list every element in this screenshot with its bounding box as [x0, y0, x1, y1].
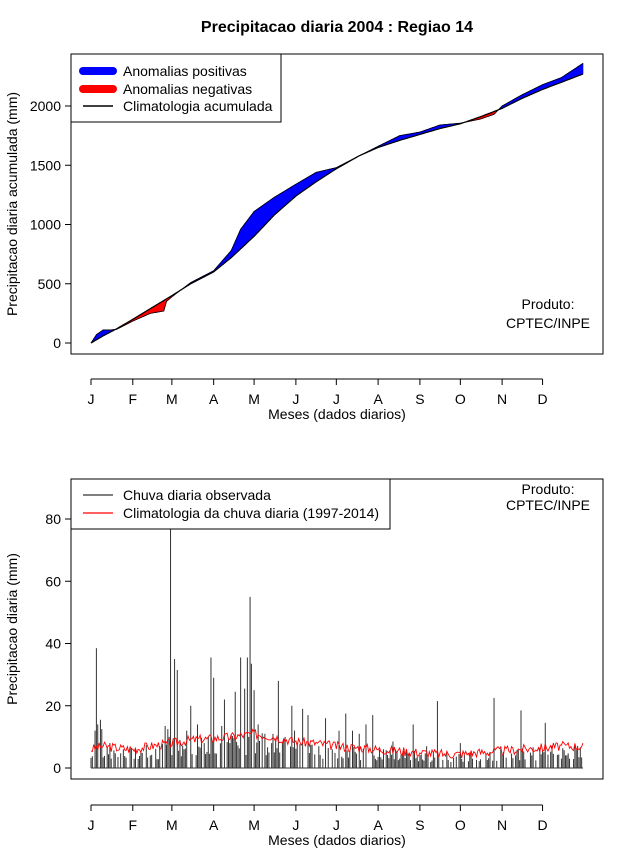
top-x-tick-label: D [537, 391, 547, 407]
top-x-tick-label: F [129, 391, 138, 407]
top-product-label: Produto: [522, 296, 575, 312]
legend-label-positive: Anomalias positivas [123, 63, 247, 79]
bottom-x-tick-label: S [415, 817, 424, 833]
legend-label-negative: Anomalias negativas [123, 81, 252, 97]
daily-precipitation-chart: 0 20 40 60 80 J F M A M J J A S O N D Meses (dados diar… [4, 478, 604, 848]
top-x-tick-label: A [373, 391, 383, 407]
top-x-tick-label: J [292, 391, 299, 407]
bottom-y-tick-label: 20 [45, 698, 61, 714]
top-x-tick-label: S [415, 391, 424, 407]
positive-anomaly-segment [581, 62, 584, 75]
bottom-x-tick-label: J [88, 817, 95, 833]
top-y-tick-label: 2000 [30, 98, 61, 114]
legend-label-climatology-daily: Climatologia da chuva diaria (1997-2014) [123, 505, 379, 521]
bottom-x-label: Meses (dados diarios) [268, 832, 406, 848]
legend-label-observed: Chuva diaria observada [123, 487, 271, 503]
top-y-tick-label: 1500 [30, 157, 61, 173]
top-x-tick-label: O [455, 391, 466, 407]
top-x-tick-label: J [88, 391, 95, 407]
top-x-label: Meses (dados diarios) [268, 406, 406, 422]
bottom-x-tick-label: M [166, 817, 178, 833]
bottom-y-axis: 0 20 40 60 80 [45, 511, 72, 776]
top-x-tick-label: M [166, 391, 178, 407]
bottom-y-label: Precipitacao diaria (mm) [4, 553, 20, 705]
bottom-y-tick-label: 60 [45, 573, 61, 589]
bottom-x-tick-label: O [455, 817, 466, 833]
bottom-legend: Chuva diaria observada Climatologia da c… [70, 478, 391, 530]
legend-label-climatology: Climatologia acumulada [123, 98, 273, 114]
climatology-cumulative-line [90, 73, 584, 344]
bottom-product-label: Produto: [522, 481, 575, 497]
top-lines [90, 63, 584, 344]
bottom-x-tick-label: A [373, 817, 383, 833]
top-y-axis: 0 500 1000 1500 2000 [30, 98, 72, 351]
bottom-x-tick-label: D [537, 817, 547, 833]
bottom-y-tick-label: 40 [45, 636, 61, 652]
cumulative-precipitation-chart: 0 500 1000 1500 2000 J F M A M J J A S O N D Meses (dad… [4, 53, 604, 422]
top-x-tick-label: M [248, 391, 260, 407]
bottom-legend-box [70, 478, 391, 530]
top-x-tick-label: N [497, 391, 507, 407]
top-product-source: CPTEC/INPE [506, 315, 590, 331]
bottom-x-tick-label: A [209, 817, 219, 833]
top-y-label: Precipitacao diaria acumulada (mm) [4, 92, 20, 316]
bottom-x-tick-label: N [497, 817, 507, 833]
daily-observed-bars [90, 525, 583, 768]
top-y-tick-label: 500 [38, 276, 62, 292]
bottom-product-source: CPTEC/INPE [506, 497, 590, 513]
bottom-x-tick-label: M [248, 817, 260, 833]
top-x-tick-label: J [333, 391, 340, 407]
top-legend: Anomalias positivas Anomalias negativas … [70, 53, 282, 123]
top-y-tick-label: 1000 [30, 217, 61, 233]
bottom-x-tick-label: J [292, 817, 299, 833]
bottom-x-tick-label: J [333, 817, 340, 833]
bottom-y-tick-label: 80 [45, 511, 61, 527]
observed-cumulative-line [90, 63, 584, 344]
daily-climatology-line [90, 728, 584, 769]
bottom-x-tick-label: F [129, 817, 138, 833]
climatology-daily-line [90, 728, 584, 759]
chart-title: Precipitacao diaria 2004 : Regiao 14 [201, 19, 473, 36]
top-x-tick-label: A [209, 391, 219, 407]
top-y-tick-label: 0 [53, 335, 61, 351]
bottom-y-tick-label: 0 [53, 760, 61, 776]
